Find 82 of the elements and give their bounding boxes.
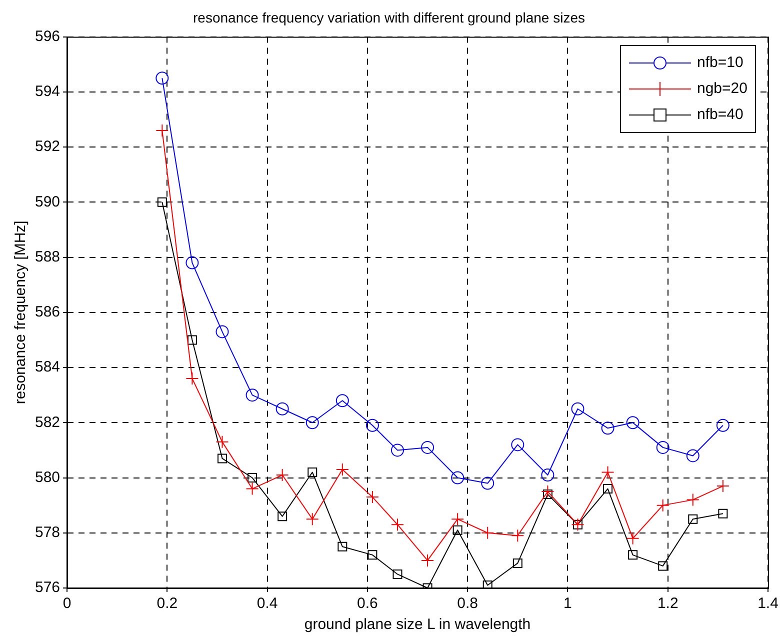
point	[246, 388, 259, 402]
y-tick-label: 594	[34, 83, 60, 100]
y-tick-label: 596	[34, 28, 60, 45]
legend-label: ngb=20	[697, 80, 748, 98]
point	[451, 512, 464, 526]
point	[157, 197, 167, 207]
point	[603, 484, 613, 494]
point	[571, 402, 584, 416]
point	[482, 580, 492, 588]
point	[481, 476, 494, 490]
point	[451, 471, 464, 484]
point	[308, 468, 318, 477]
point	[278, 512, 288, 522]
y-tick-label: 584	[34, 358, 60, 376]
point	[718, 508, 728, 518]
point	[392, 569, 402, 579]
point	[276, 402, 289, 416]
point	[626, 532, 640, 545]
y-tick-label: 588	[34, 248, 60, 266]
point	[601, 466, 614, 479]
point	[658, 561, 668, 571]
point	[276, 468, 289, 482]
point	[716, 480, 730, 493]
x-tick-label: 1.4	[758, 595, 778, 612]
point	[686, 449, 700, 462]
point	[338, 542, 348, 552]
x-tick-label: 0.6	[357, 595, 378, 612]
y-tick-label: 578	[34, 524, 60, 542]
y-axis-title: resonance frequency [MHz]	[12, 220, 30, 404]
point	[601, 422, 614, 435]
point	[390, 518, 404, 532]
point	[156, 124, 169, 138]
x-tick-label: 0.8	[457, 595, 478, 612]
point	[716, 418, 730, 432]
point	[368, 550, 378, 560]
point	[541, 485, 554, 498]
point	[248, 473, 258, 483]
x-tick-label: 0	[62, 595, 72, 612]
point	[218, 454, 227, 464]
point	[187, 335, 197, 345]
legend-label: nfb=10	[697, 54, 744, 72]
y-tick-label: 580	[34, 468, 60, 486]
point	[452, 525, 462, 535]
x-tick-label: 0.2	[156, 595, 178, 612]
point	[366, 490, 379, 504]
point	[186, 372, 199, 386]
point	[366, 418, 379, 432]
point	[511, 529, 524, 542]
y-tick-label: 582	[34, 414, 60, 431]
point	[542, 490, 552, 500]
point	[336, 462, 349, 476]
y-tick-label: 592	[34, 138, 60, 156]
x-tick-label: 1.2	[657, 595, 678, 612]
point	[656, 440, 670, 454]
point	[186, 256, 199, 270]
point	[336, 394, 349, 408]
point	[421, 440, 434, 454]
y-tick-label: 590	[34, 193, 60, 210]
point	[390, 444, 404, 457]
point	[628, 550, 638, 560]
point	[686, 493, 700, 506]
x-axis-title: ground plane size L in wavelength	[304, 616, 531, 634]
point	[481, 526, 494, 540]
point	[156, 72, 169, 85]
chart-title: resonance frequency variation with different ground plane sizes	[193, 9, 585, 26]
point	[421, 554, 434, 567]
legend-label: nfb=40	[697, 106, 744, 124]
point	[656, 498, 670, 512]
point	[306, 416, 319, 430]
point	[306, 512, 319, 526]
x-tick-label: 1	[564, 595, 572, 612]
point	[512, 558, 522, 568]
point	[216, 435, 229, 448]
point	[216, 325, 229, 338]
point	[626, 416, 640, 430]
x-tick-label: 0.4	[256, 595, 278, 612]
y-tick-label: 586	[34, 304, 60, 321]
point	[541, 468, 554, 482]
point	[688, 514, 698, 524]
y-tick-label: 576	[34, 579, 60, 596]
point	[511, 438, 524, 452]
point	[246, 482, 259, 496]
